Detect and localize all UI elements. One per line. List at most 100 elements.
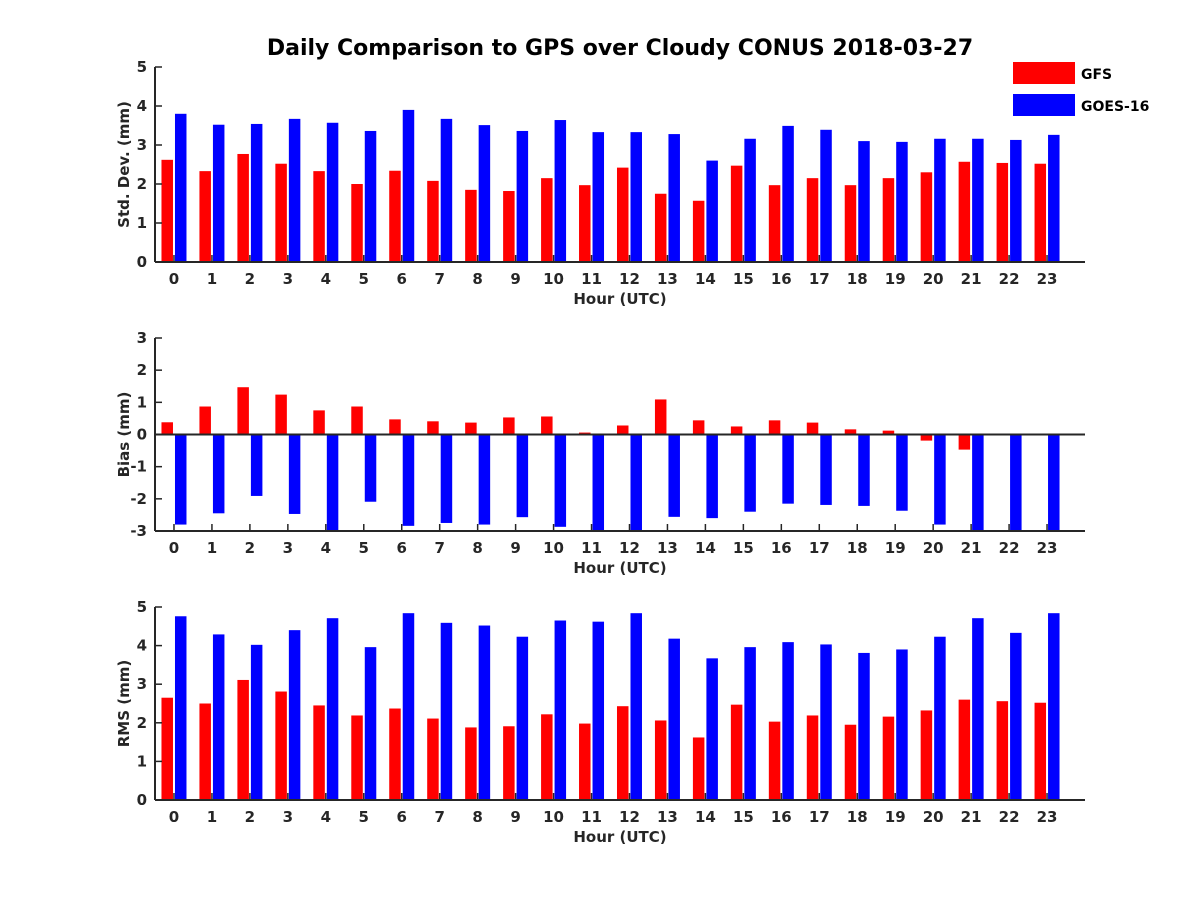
- bar-stddev-gfs-2: [237, 153, 249, 262]
- y-axis-label-rms: RMS (mm): [115, 660, 133, 747]
- bar-stddev-goes16-0: [174, 113, 187, 262]
- legend-swatch-gfs: [1013, 62, 1075, 84]
- bar-bias-gfs-2: [237, 387, 249, 435]
- x-tick-label-stddev-19: 19: [885, 270, 906, 288]
- x-tick-label-bias-4: 4: [321, 539, 331, 557]
- x-tick-label-rms-15: 15: [733, 808, 754, 826]
- bar-stddev-goes16-18: [858, 141, 870, 262]
- bar-rms-goes16-9: [516, 636, 529, 800]
- bar-rms-goes16-6: [402, 613, 415, 800]
- bar-rms-gfs-17: [806, 715, 819, 800]
- bar-rms-goes16-19: [896, 649, 908, 800]
- bar-rms-gfs-5: [351, 715, 363, 800]
- bar-bias-goes16-1: [212, 434, 225, 514]
- x-tick-label-rms-17: 17: [809, 808, 830, 826]
- x-tick-label-rms-20: 20: [923, 808, 944, 826]
- bar-bias-goes16-4: [326, 434, 339, 531]
- bar-stddev-goes16-5: [364, 130, 377, 262]
- bar-bias-goes16-14: [706, 434, 718, 519]
- x-tick-label-bias-16: 16: [771, 539, 792, 557]
- bar-stddev-goes16-17: [820, 129, 832, 262]
- x-axis-label-rms: Hour (UTC): [573, 828, 666, 846]
- bar-bias-goes16-21: [972, 434, 984, 531]
- bar-bias-gfs-18: [844, 429, 857, 435]
- bar-stddev-goes16-6: [402, 109, 415, 263]
- y-tick-label-stddev-0: 0: [137, 253, 147, 271]
- x-tick-label-rms-10: 10: [543, 808, 564, 826]
- x-axis-label-stddev: Hour (UTC): [573, 290, 666, 308]
- bar-rms-goes16-21: [972, 618, 984, 800]
- bar-stddev-gfs-22: [996, 162, 1009, 262]
- y-tick-label-bias-0: -3: [130, 522, 147, 540]
- x-tick-label-rms-11: 11: [581, 808, 602, 826]
- bar-stddev-gfs-15: [730, 165, 743, 262]
- x-tick-label-stddev-21: 21: [961, 270, 982, 288]
- bar-rms-gfs-1: [199, 703, 211, 800]
- x-tick-label-stddev-10: 10: [543, 270, 564, 288]
- x-tick-label-stddev-13: 13: [657, 270, 678, 288]
- x-tick-label-bias-13: 13: [657, 539, 678, 557]
- bar-stddev-goes16-22: [1010, 139, 1022, 262]
- x-tick-label-bias-0: 0: [169, 539, 179, 557]
- x-tick-label-rms-22: 22: [999, 808, 1020, 826]
- x-tick-label-stddev-2: 2: [245, 270, 255, 288]
- bar-bias-gfs-5: [351, 406, 363, 435]
- bar-stddev-goes16-8: [478, 125, 491, 262]
- x-tick-label-stddev-15: 15: [733, 270, 754, 288]
- x-tick-label-stddev-8: 8: [472, 270, 482, 288]
- bar-stddev-goes16-20: [934, 138, 946, 262]
- x-tick-label-stddev-5: 5: [359, 270, 369, 288]
- bar-bias-gfs-3: [275, 394, 287, 435]
- x-tick-label-stddev-9: 9: [510, 270, 520, 288]
- bar-bias-goes16-18: [858, 434, 870, 506]
- y-tick-label-bias-5: 2: [137, 361, 147, 379]
- bar-bias-gfs-8: [465, 422, 477, 435]
- x-tick-label-bias-1: 1: [207, 539, 217, 557]
- bar-bias-gfs-7: [427, 421, 439, 435]
- bar-rms-goes16-18: [858, 652, 870, 800]
- bar-bias-gfs-9: [503, 417, 515, 435]
- bar-bias-goes16-20: [934, 434, 946, 525]
- bar-rms-goes16-8: [478, 625, 491, 800]
- x-tick-label-rms-13: 13: [657, 808, 678, 826]
- bar-stddev-gfs-19: [882, 178, 895, 262]
- x-tick-label-bias-22: 22: [999, 539, 1020, 557]
- bar-bias-goes16-6: [402, 434, 415, 526]
- x-tick-label-rms-1: 1: [207, 808, 217, 826]
- x-tick-label-stddev-3: 3: [283, 270, 293, 288]
- x-tick-label-bias-12: 12: [619, 539, 640, 557]
- bar-bias-gfs-14: [692, 420, 705, 435]
- bar-stddev-goes16-12: [630, 132, 642, 262]
- x-tick-label-bias-18: 18: [847, 539, 868, 557]
- bar-rms-gfs-4: [313, 705, 325, 800]
- y-tick-label-stddev-2: 2: [137, 175, 147, 193]
- y-tick-label-bias-3: 0: [137, 426, 147, 444]
- bar-rms-goes16-23: [1048, 613, 1060, 800]
- x-tick-label-rms-23: 23: [1037, 808, 1058, 826]
- x-tick-label-rms-3: 3: [283, 808, 293, 826]
- bar-stddev-goes16-11: [592, 132, 605, 262]
- bar-stddev-gfs-11: [579, 185, 591, 262]
- bar-bias-gfs-16: [768, 420, 781, 435]
- legend-label-gfs: GFS: [1081, 67, 1112, 83]
- bar-stddev-goes16-15: [744, 138, 756, 262]
- bar-rms-goes16-0: [174, 616, 187, 800]
- bar-rms-gfs-22: [996, 701, 1009, 800]
- bar-stddev-gfs-0: [161, 159, 173, 262]
- y-axis-label-bias: Bias (mm): [115, 392, 133, 478]
- x-tick-label-bias-7: 7: [434, 539, 444, 557]
- bar-bias-gfs-19: [882, 430, 895, 435]
- x-tick-label-rms-12: 12: [619, 808, 640, 826]
- y-tick-label-rms-1: 1: [137, 752, 147, 770]
- chart-title: Daily Comparison to GPS over Cloudy CONU…: [267, 36, 973, 61]
- bar-bias-gfs-1: [199, 406, 211, 435]
- y-tick-label-rms-2: 2: [137, 714, 147, 732]
- bar-stddev-gfs-23: [1034, 163, 1047, 262]
- bar-bias-goes16-9: [516, 434, 529, 518]
- bar-rms-gfs-12: [616, 706, 629, 800]
- bar-rms-gfs-3: [275, 691, 287, 800]
- bar-stddev-gfs-7: [427, 180, 439, 262]
- bar-rms-gfs-19: [882, 716, 895, 800]
